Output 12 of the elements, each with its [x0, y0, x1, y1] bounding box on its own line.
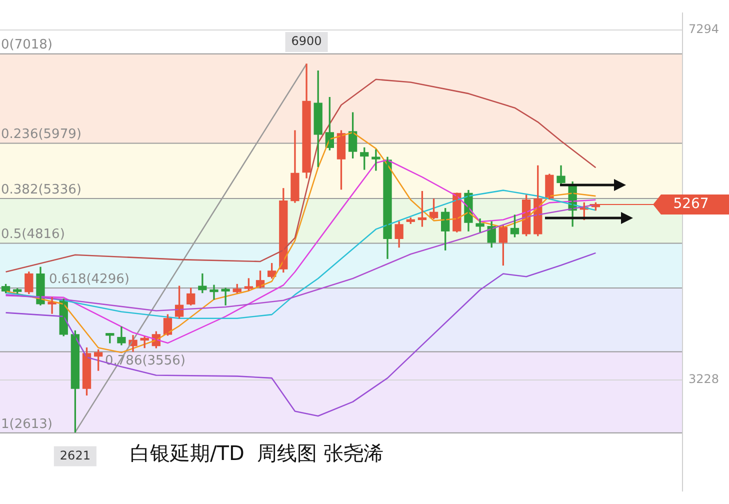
- ref-line-label: 0.382(5336): [1, 182, 82, 198]
- annotation: 2621: [60, 448, 90, 462]
- y-tick-label: 7294: [688, 22, 720, 36]
- text: 白银延期/TD 周线图 张尧浠: [130, 440, 384, 467]
- y-tick-label: 3228: [688, 372, 720, 386]
- ref-line-label: 5267: [673, 196, 709, 212]
- ref-line-label: 0.618(4296): [49, 272, 130, 287]
- ref-line-label: 0.5(4816): [1, 227, 65, 242]
- annotation: 6900: [291, 34, 322, 48]
- ref-line-label: 0(7018): [1, 38, 52, 53]
- ref-line-label: 1(2613): [1, 416, 52, 432]
- ref-line-label: 0.236(5979): [1, 127, 82, 142]
